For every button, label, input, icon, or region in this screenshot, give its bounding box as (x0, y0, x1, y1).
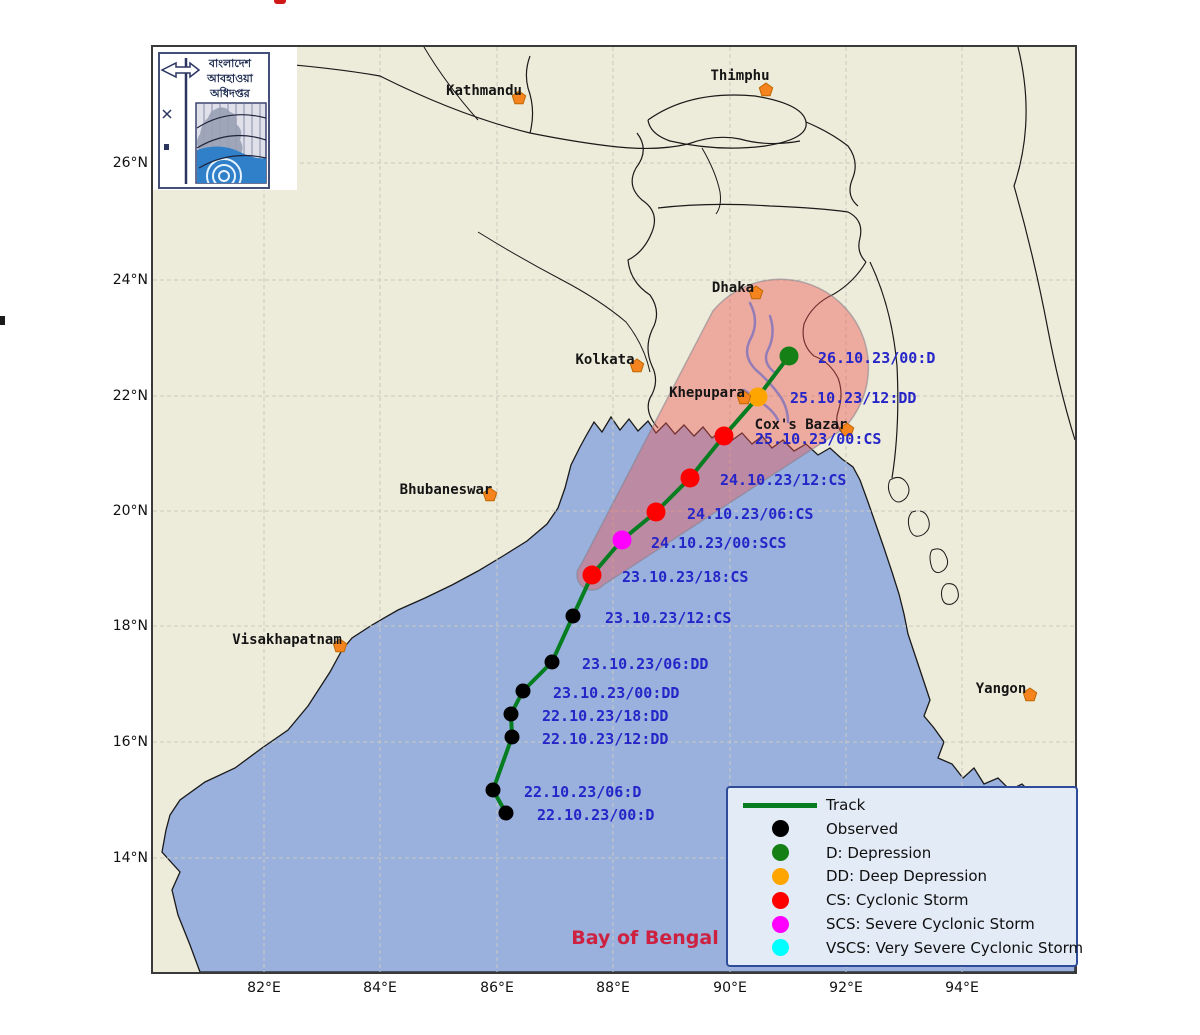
track-point-observed (565, 608, 581, 624)
x-axis-label: 82°E (247, 980, 281, 996)
track-point-observed (498, 805, 514, 821)
x-axis-label: 84°E (363, 980, 397, 996)
track-point-CS (646, 502, 666, 522)
city-marker-icon (839, 422, 855, 437)
weather-vane-icon (160, 61, 201, 79)
track-point-D (779, 346, 799, 366)
cyclone-track (485, 346, 799, 821)
legend-dot-swatch (734, 915, 826, 933)
city-marker-icon (482, 487, 498, 502)
legend-label: Observed (826, 819, 899, 838)
city-marker-icon (332, 638, 348, 653)
city-marker-icon (736, 390, 752, 405)
legend-row: D: Depression (734, 844, 1070, 862)
legend-row: SCS: Severe Cyclonic Storm (734, 915, 1070, 933)
track-point-observed (504, 729, 520, 745)
legend-dot-swatch (734, 891, 826, 909)
edge-mark (0, 316, 5, 325)
city-marker-icon (758, 82, 774, 97)
islands (887, 476, 959, 605)
x-axis-label: 92°E (829, 980, 863, 996)
y-axis-label: 14°N (112, 850, 148, 866)
legend-row: DD: Deep Depression (734, 867, 1070, 885)
legend-line-swatch (734, 802, 826, 808)
y-axis-label: 22°N (112, 388, 148, 404)
legend-row: Track (734, 796, 1070, 814)
legend-swatch-color (771, 844, 789, 862)
y-axis-label: 24°N (112, 272, 148, 288)
legend-label: SCS: Severe Cyclonic Storm (826, 915, 1035, 934)
legend-dot-swatch (734, 844, 826, 862)
legend-label: CS: Cyclonic Storm (826, 891, 969, 910)
city-markers (332, 82, 1038, 702)
legend-row: VSCS: Very Severe Cyclonic Storm (734, 939, 1083, 957)
track-point-CS (680, 468, 700, 488)
legend-row: CS: Cyclonic Storm (734, 891, 1070, 909)
legend-swatch-color (771, 939, 789, 957)
legend-rows: Track Observed D: Depression DD: Deep Depre… (728, 788, 1083, 965)
y-axis-label: 18°N (112, 618, 148, 634)
track-point-CS (582, 565, 602, 585)
legend-swatch-color (771, 820, 789, 838)
legend-label: DD: Deep Depression (826, 867, 988, 886)
x-axis-label: 88°E (596, 980, 630, 996)
logo-text-line: অধিদপ্তর (210, 87, 250, 100)
x-axis-label: 94°E (945, 980, 979, 996)
track-point-observed (485, 782, 501, 798)
y-axis-label: 26°N (112, 155, 148, 171)
track-point-DD (748, 387, 768, 407)
city-marker-icon (1022, 687, 1038, 702)
legend-label: VSCS: Very Severe Cyclonic Storm (826, 938, 1084, 957)
legend-row: Observed (734, 820, 1070, 838)
x-axis-label: 86°E (480, 980, 514, 996)
legend-swatch-color (743, 802, 817, 808)
title-fragment (274, 0, 286, 4)
logo-text-line: আবহাওয়া (207, 72, 253, 85)
legend: Track Observed D: Depression DD: Deep Depre… (726, 786, 1083, 967)
track-point-observed (503, 706, 519, 722)
track-point-observed (515, 683, 531, 699)
logo-text: বাংলাদেশ আবহাওয়া অধিদপ্তর (191, 56, 269, 101)
legend-dot-swatch (734, 867, 826, 885)
legend-label: D: Depression (826, 843, 932, 862)
legend-dot-swatch (734, 820, 826, 838)
y-axis-label: 16°N (112, 734, 148, 750)
city-marker-icon (748, 285, 764, 300)
legend-label: Track (826, 796, 866, 814)
city-marker-icon (629, 358, 645, 373)
country-borders (154, 47, 1075, 479)
legend-swatch-color (771, 891, 789, 909)
legend-dot-swatch (734, 939, 826, 957)
city-marker-icon (511, 90, 527, 105)
y-axis-label: 20°N (112, 503, 148, 519)
track-point-SCS (612, 530, 632, 550)
logo-text-line: বাংলাদেশ (208, 57, 252, 70)
track-point-CS (714, 426, 734, 446)
bmd-logo (153, 47, 297, 190)
legend-swatch-color (771, 867, 789, 885)
legend-swatch-color (771, 915, 789, 933)
x-axis-label: 90°E (713, 980, 747, 996)
track-point-observed (544, 654, 560, 670)
